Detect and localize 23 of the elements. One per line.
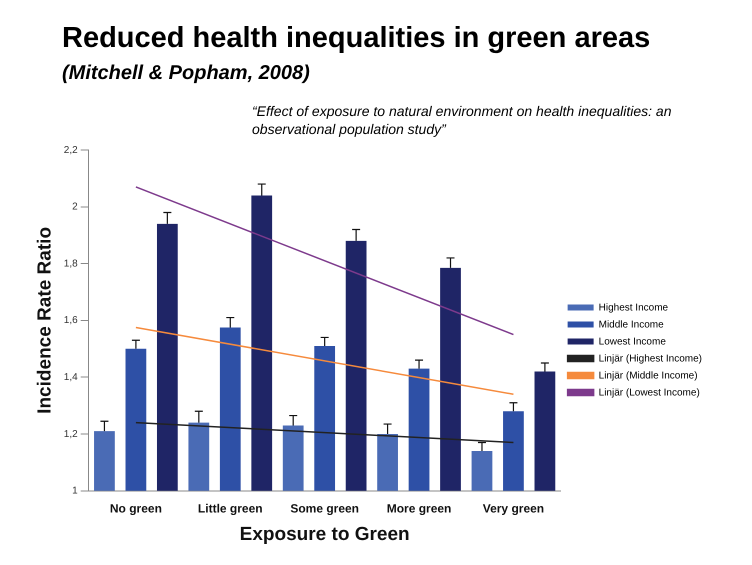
y-tick-label: 2 [72, 202, 78, 213]
y-tick-label: 1,4 [64, 372, 78, 383]
legend-label: Middle Income [598, 319, 664, 330]
x-tick-label: Very green [482, 501, 544, 516]
chart-subtitle: (Mitchell & Popham, 2008) [62, 62, 310, 85]
y-tick-label: 2,2 [64, 144, 78, 156]
legend-label: Linjär (Middle Income) [598, 370, 698, 382]
x-tick-label: Little green [198, 501, 263, 516]
legend-label: Linjär (Lowest Income) [598, 387, 700, 398]
chart-title: Reduced health inequalities in green areas [62, 22, 650, 55]
y-tick-label: 1 [72, 486, 78, 497]
y-tick-label: 1,8 [64, 258, 78, 270]
x-tick-label: More green [386, 501, 452, 516]
x-tick-label: Some green [290, 501, 360, 516]
y-tick-label: 1,6 [64, 315, 78, 326]
y-tick-label: 1,2 [64, 428, 78, 440]
x-axis-title: Exposure to Green [240, 524, 410, 545]
x-tick-label: No green [110, 501, 162, 516]
legend-label: Lowest Income [598, 336, 666, 348]
legend-label: Highest Income [598, 302, 669, 314]
text: “Effect of exposure to natural environment on health inequalities: an observational population study” [252, 102, 672, 138]
y-axis-title: Incidence Rate Ratio [34, 226, 56, 414]
legend-label: Linjär (Highest Income) [598, 353, 702, 364]
